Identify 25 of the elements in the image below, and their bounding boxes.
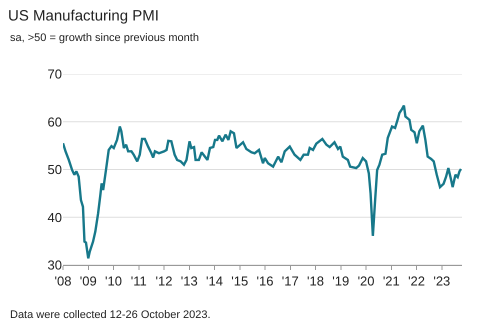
x-tick-label: '20: [358, 274, 375, 289]
y-tick-label: 40: [48, 210, 62, 225]
x-tick-label: '09: [80, 274, 97, 289]
text: Data were collected 12-26 October 2023.: [10, 309, 211, 321]
x-tick-label: '23: [433, 274, 450, 289]
x-tick-label: '21: [382, 274, 400, 289]
x-tick-label: '18: [307, 274, 324, 289]
line-series: [63, 104, 462, 260]
x-tick-label: '16: [256, 274, 274, 289]
x-tick-label: '08: [54, 274, 72, 289]
x-tick-label: '22: [408, 274, 426, 289]
x-tick-label: '17: [282, 274, 299, 289]
x-tick-label: '19: [332, 274, 350, 289]
x-tick-label: '11: [130, 274, 147, 289]
x-tick-label: '14: [206, 274, 223, 289]
x-tick-label: '12: [156, 274, 172, 289]
chart-title: US Manufacturing PMI: [8, 7, 159, 24]
y-tick-label: 60: [48, 114, 62, 130]
x-tick-label: '13: [180, 274, 198, 289]
chart-subtitle: sa, >50 = growth since previous month: [10, 32, 199, 44]
x-tick-label: '15: [231, 274, 248, 289]
y-tick-label: 30: [48, 258, 62, 273]
x-tick-label: '10: [105, 274, 122, 289]
y-tick-label: 50: [48, 162, 62, 178]
y-tick-label: 70: [48, 66, 62, 82]
